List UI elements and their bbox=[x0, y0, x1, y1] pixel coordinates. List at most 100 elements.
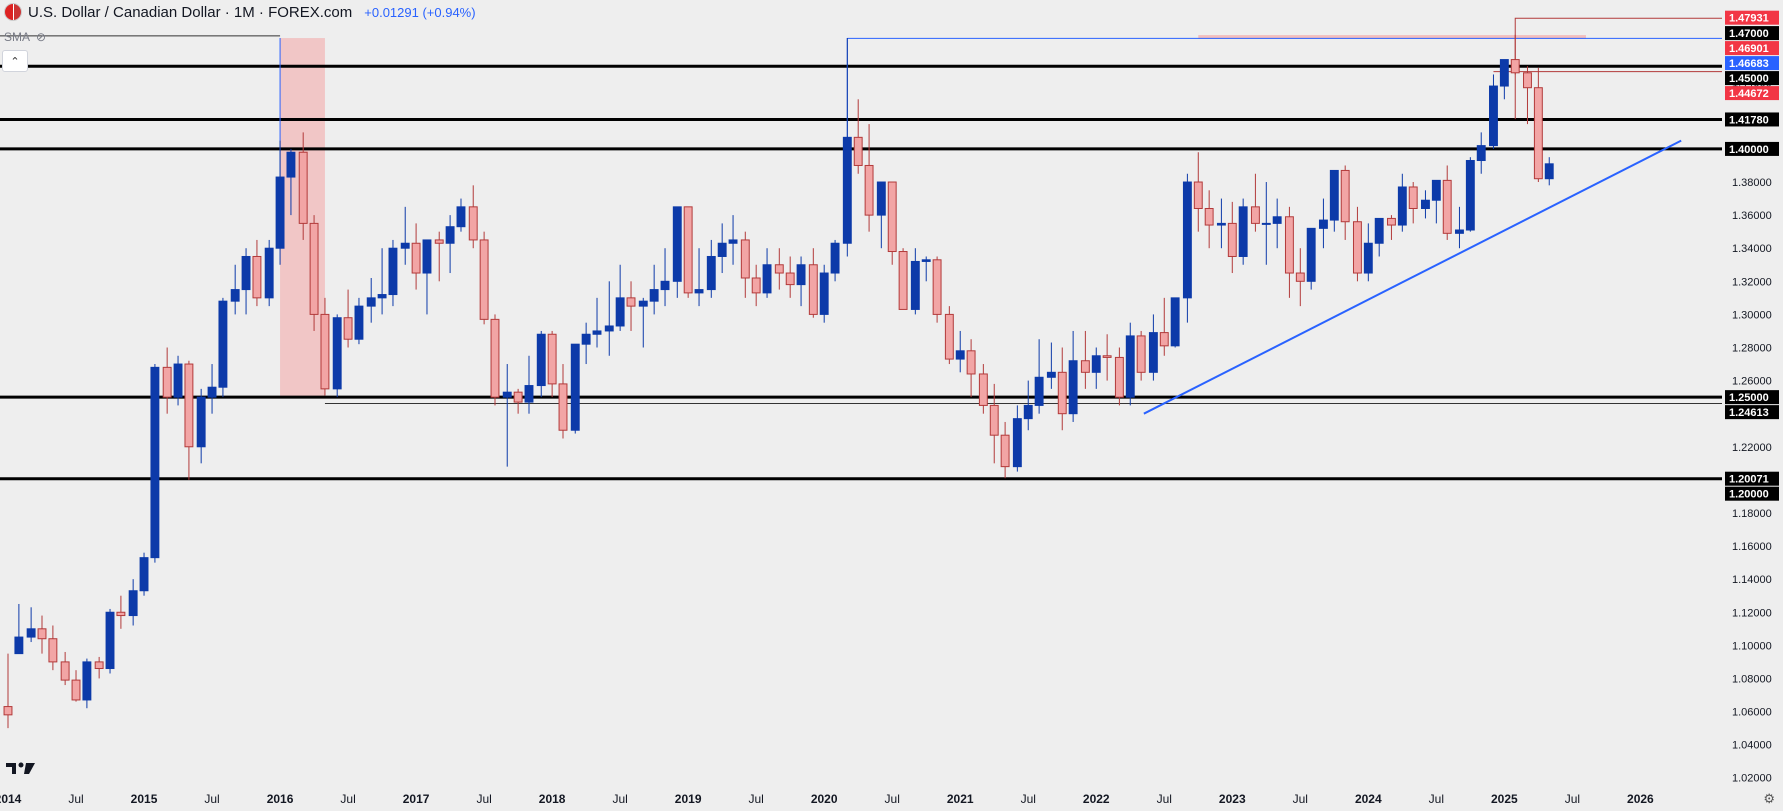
price-badge-bg bbox=[1725, 390, 1779, 405]
candle-body bbox=[1216, 222, 1226, 226]
candle-16 bbox=[184, 360, 194, 480]
candle-body bbox=[592, 330, 602, 335]
price-badge-label: 1.47000 bbox=[1729, 28, 1769, 40]
eye-off-icon[interactable]: ⊘ bbox=[36, 30, 47, 44]
tradingview-logo-icon[interactable] bbox=[6, 760, 36, 776]
candle-body bbox=[547, 333, 557, 385]
price-badge-label: 1.40000 bbox=[1729, 144, 1769, 156]
candle-body bbox=[1499, 59, 1509, 87]
candle-3 bbox=[37, 615, 47, 654]
candle-body bbox=[1397, 186, 1407, 226]
price-badge-1.46901: 1.46901 bbox=[1725, 41, 1779, 56]
price-badge-1.45000: 1.45000 bbox=[1725, 71, 1779, 86]
candle-body bbox=[26, 628, 36, 638]
price-tick-label: 1.04000 bbox=[1732, 740, 1772, 752]
candle-8 bbox=[94, 656, 104, 679]
candle-80 bbox=[910, 248, 920, 315]
candle-body bbox=[1057, 371, 1067, 415]
price-badge-label: 1.24613 bbox=[1729, 407, 1769, 419]
candle-body bbox=[116, 611, 126, 617]
candle-133 bbox=[1510, 34, 1520, 120]
time-tick-label: 2023 bbox=[1219, 792, 1246, 806]
price-tick-label: 1.18000 bbox=[1732, 508, 1772, 520]
candle-body bbox=[536, 333, 546, 387]
candle-body bbox=[989, 404, 999, 436]
candle-body bbox=[445, 226, 455, 244]
candle-61 bbox=[694, 248, 704, 307]
chart-header: U.S. Dollar / Canadian Dollar · 1M · FOR… bbox=[0, 0, 476, 24]
time-tick-label: 2025 bbox=[1491, 792, 1518, 806]
candle-40 bbox=[456, 198, 466, 232]
candle-body bbox=[740, 239, 750, 279]
symbol-title[interactable]: U.S. Dollar / Canadian Dollar · 1M · FOR… bbox=[28, 3, 353, 21]
candle-95 bbox=[1080, 330, 1090, 389]
candle-102 bbox=[1159, 297, 1169, 356]
candle-body bbox=[309, 222, 319, 315]
candle-body bbox=[184, 363, 194, 448]
candle-20 bbox=[230, 264, 240, 315]
candle-body bbox=[864, 164, 874, 216]
candle-body bbox=[94, 661, 104, 670]
indicator-row[interactable]: SMA ⊘ bbox=[4, 30, 46, 44]
time-tick-label: 2022 bbox=[1083, 792, 1110, 806]
time-tick-label: 2020 bbox=[811, 792, 838, 806]
candle-body bbox=[1284, 216, 1294, 274]
candle-85 bbox=[966, 339, 976, 398]
candle-23 bbox=[264, 239, 274, 307]
price-badge-bg bbox=[1725, 86, 1779, 101]
candle-body bbox=[411, 242, 421, 274]
price-change: +0.01291 (+0.94%) bbox=[364, 4, 476, 20]
price-tick-label: 1.10000 bbox=[1732, 640, 1772, 652]
candle-body bbox=[60, 661, 70, 681]
candle-79 bbox=[898, 248, 908, 310]
candle-93 bbox=[1057, 347, 1067, 431]
candle-body bbox=[1510, 59, 1520, 74]
price-tick-label: 1.28000 bbox=[1732, 342, 1772, 354]
candle-103 bbox=[1170, 297, 1180, 348]
candle-48 bbox=[547, 330, 557, 398]
settings-gear-icon[interactable]: ⚙ bbox=[1763, 791, 1775, 806]
candle-110 bbox=[1250, 173, 1260, 232]
candle-body bbox=[377, 294, 387, 299]
candle-body bbox=[1261, 222, 1271, 225]
candle-body bbox=[207, 386, 217, 398]
candle-body bbox=[1204, 207, 1214, 226]
candle-body bbox=[1046, 371, 1056, 378]
candle-51 bbox=[581, 322, 591, 365]
candle-136 bbox=[1544, 157, 1554, 186]
candle-59 bbox=[672, 206, 682, 298]
candle-4 bbox=[48, 625, 58, 671]
candle-body bbox=[1125, 335, 1135, 398]
candle-body bbox=[162, 366, 172, 398]
candle-87 bbox=[989, 383, 999, 464]
candle-107 bbox=[1216, 198, 1226, 249]
time-tick-label: 2021 bbox=[947, 792, 974, 806]
candle-body bbox=[1068, 360, 1078, 415]
collapse-legend-button[interactable]: ⌃ bbox=[2, 50, 28, 72]
time-tick-label: 2014 bbox=[0, 792, 22, 806]
candle-body bbox=[264, 247, 274, 299]
candle-body bbox=[173, 363, 183, 398]
price-badge-label: 1.46901 bbox=[1729, 43, 1769, 55]
candle-42 bbox=[479, 231, 489, 325]
candle-112 bbox=[1272, 198, 1282, 249]
candle-body bbox=[751, 277, 761, 294]
time-tick-label: Jul bbox=[1565, 792, 1580, 806]
sma-label[interactable]: SMA bbox=[4, 30, 31, 44]
candle-body bbox=[615, 297, 625, 327]
candle-119 bbox=[1352, 206, 1362, 282]
price-tick-label: 1.14000 bbox=[1732, 574, 1772, 586]
candle-74 bbox=[842, 38, 852, 257]
candle-41 bbox=[468, 185, 478, 249]
candle-body bbox=[626, 297, 636, 307]
price-badge-1.20000: 1.20000 bbox=[1725, 486, 1779, 501]
candle-body bbox=[1000, 434, 1010, 468]
candle-84 bbox=[955, 330, 965, 373]
price-tick-label: 1.12000 bbox=[1732, 607, 1772, 619]
candle-43 bbox=[490, 314, 500, 406]
candle-body bbox=[1352, 221, 1362, 274]
candle-body bbox=[1455, 229, 1464, 234]
time-tick-label: 2024 bbox=[1355, 792, 1382, 806]
candle-body bbox=[241, 255, 251, 291]
